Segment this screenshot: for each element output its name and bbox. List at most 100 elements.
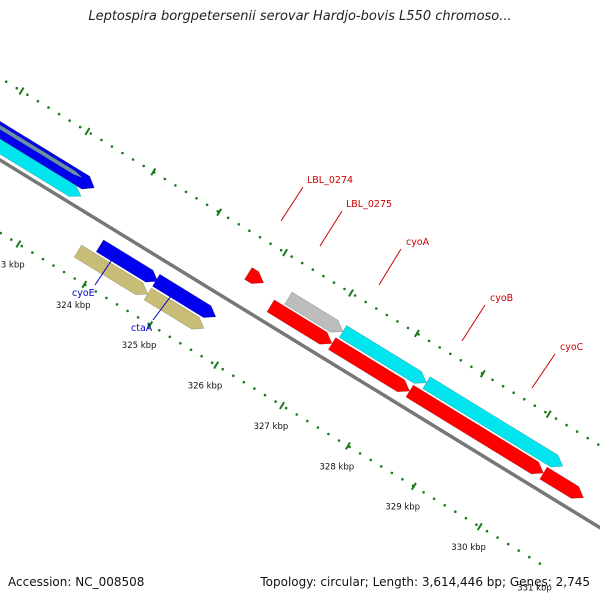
- major-tick: [348, 289, 354, 297]
- cyan-feature-block: [338, 325, 427, 384]
- forward-cds-block: [327, 337, 411, 393]
- tick-dot: [163, 177, 167, 181]
- tick-dot: [544, 410, 547, 414]
- tick-dot: [586, 436, 589, 440]
- label-leaders: [94, 186, 556, 389]
- tick-dot: [274, 400, 277, 403]
- cyan-feature-block: [0, 138, 82, 197]
- tick-dot: [15, 86, 19, 90]
- map-title: Leptospira borgpetersenii serovar Hardjo…: [88, 9, 512, 24]
- tick-dot: [248, 229, 251, 232]
- tick-dot: [401, 478, 404, 481]
- tick-dot: [538, 562, 542, 565]
- tick-dot: [485, 529, 489, 533]
- tick-dot: [306, 419, 309, 423]
- tick-dot: [348, 445, 351, 449]
- tick-dot: [10, 238, 13, 241]
- tick-dot: [168, 335, 172, 339]
- gene-label: ctaA: [131, 323, 153, 334]
- tick-dot: [136, 316, 140, 319]
- major-tick: [150, 167, 157, 176]
- tick-label: 325 kbp: [122, 341, 157, 351]
- tick-dot: [432, 497, 436, 501]
- tick-dot: [179, 342, 182, 345]
- gene-label: LBL_0274: [307, 175, 353, 186]
- tick-dot: [269, 242, 272, 245]
- major-tick: [216, 208, 223, 217]
- tick-dot: [210, 361, 214, 365]
- gene-label: cyoA: [406, 237, 430, 248]
- tick-dot: [459, 359, 463, 362]
- reverse-cds-block: [152, 273, 217, 318]
- tick-dot: [41, 257, 45, 261]
- overlap-feature-block: [0, 124, 84, 179]
- feature-track: [0, 120, 584, 499]
- tick-dot: [110, 145, 114, 148]
- tick-dot: [375, 307, 378, 310]
- tick-dot: [295, 413, 299, 416]
- tick-dot: [475, 523, 478, 526]
- tick-dot: [174, 184, 177, 187]
- forward-cds-block: [405, 384, 544, 475]
- cyan-feature-block: [422, 376, 564, 468]
- tick-dot: [501, 384, 505, 388]
- forward-cds-block: [539, 466, 584, 499]
- tick-dot: [237, 223, 241, 226]
- forward-cds-block: [244, 267, 265, 284]
- tick-dot: [406, 326, 410, 330]
- major-tick: [476, 522, 483, 531]
- tick-label: 331 kbp: [517, 584, 552, 594]
- tick-dot: [78, 125, 82, 129]
- tick-dot: [20, 244, 24, 248]
- tick-dot: [311, 268, 315, 271]
- tick-dot: [327, 432, 330, 436]
- olive-feature-block: [143, 287, 205, 330]
- tick-dot: [422, 491, 425, 494]
- tick-dot: [279, 248, 283, 252]
- olive-feature-block: [73, 244, 149, 296]
- tick-dot: [73, 277, 76, 280]
- tick-labels: 323 kbp 324 kbp 325 kbp 326 kbp 327 kbp 328 k…: [0, 260, 552, 593]
- tick-dot: [200, 354, 203, 358]
- label-leader-line: [319, 210, 343, 247]
- tick-dot: [565, 423, 568, 427]
- tick-dot: [94, 290, 98, 293]
- tick-dot: [263, 393, 267, 397]
- label-leader-line: [531, 353, 556, 389]
- tick-dot: [449, 352, 452, 356]
- major-tick: [18, 87, 25, 96]
- tick-dot: [322, 274, 325, 278]
- tick-label: 327 kbp: [254, 422, 289, 432]
- accession-text: Accession: NC_008508: [8, 575, 145, 589]
- tick-dot: [443, 504, 447, 507]
- major-tick: [410, 482, 417, 491]
- tick-dot: [62, 270, 66, 274]
- tick-dot: [242, 380, 246, 384]
- major-tick: [545, 410, 552, 419]
- tick-dot: [52, 264, 55, 267]
- tick-dot: [184, 190, 188, 194]
- major-ticks: [15, 87, 552, 531]
- grey-feature-block: [284, 291, 344, 333]
- tick-dot: [380, 465, 383, 468]
- tick-dot: [464, 516, 468, 520]
- reverse-cds-block: [95, 239, 159, 283]
- tick-dot: [205, 203, 209, 207]
- label-leader-line: [461, 304, 486, 342]
- tick-dot: [470, 365, 473, 369]
- tick-dot: [316, 426, 320, 429]
- tick-dot: [597, 443, 600, 446]
- gene-label: cyoC: [560, 342, 584, 353]
- tick-dot: [575, 430, 579, 433]
- tick-dot: [533, 404, 537, 408]
- tick-dot: [36, 99, 40, 103]
- tick-dot: [31, 251, 34, 254]
- tick-dot: [491, 378, 494, 382]
- tick-dot: [517, 549, 520, 552]
- tick-dot: [454, 510, 457, 513]
- tick-dot: [57, 112, 61, 116]
- tick-dot: [396, 320, 399, 323]
- major-tick: [413, 329, 420, 338]
- tick-dot: [195, 197, 198, 200]
- tick-dot: [232, 374, 235, 378]
